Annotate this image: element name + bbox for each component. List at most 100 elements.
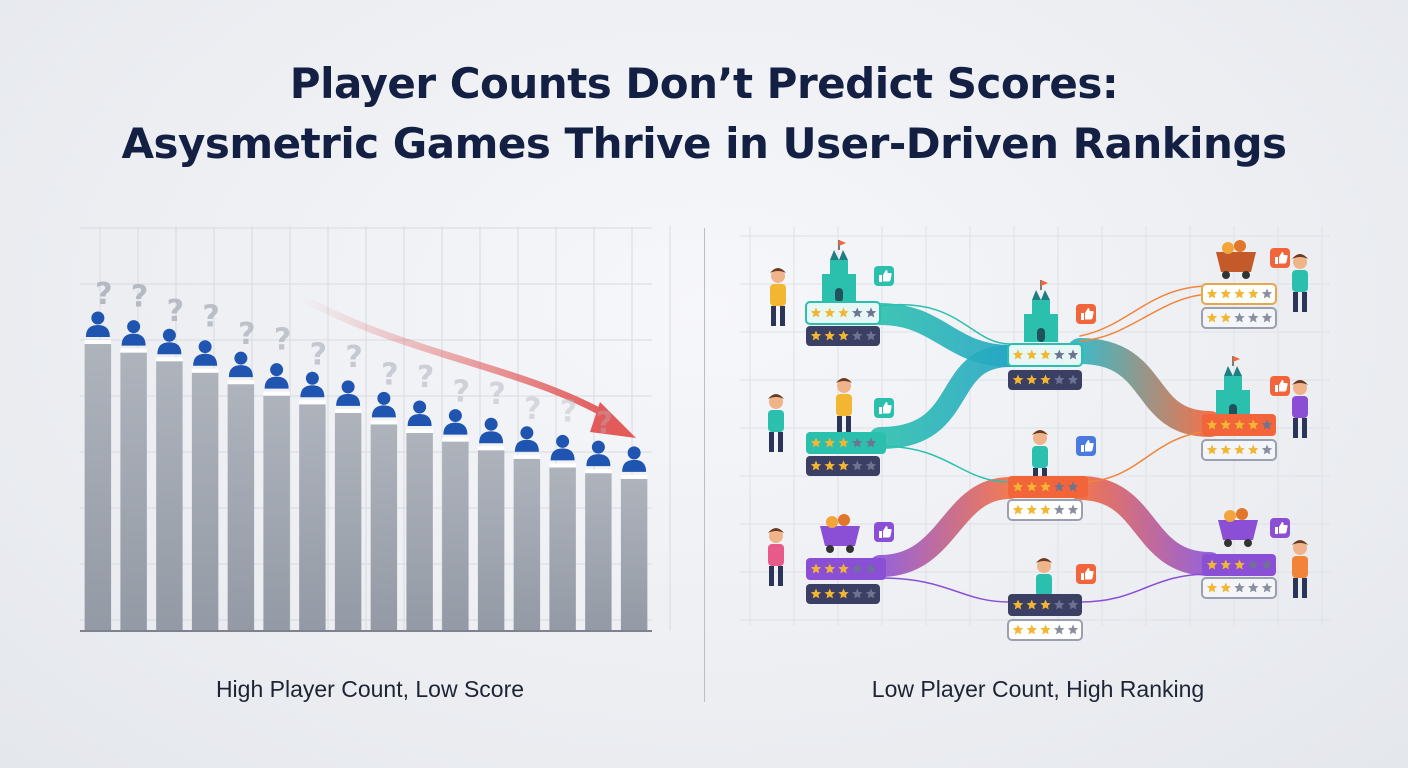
player-icon	[514, 426, 539, 452]
rating-card-right-low-light	[1201, 577, 1277, 599]
star-icon	[810, 437, 822, 448]
player-figure-left-2	[768, 394, 784, 452]
bar-cap	[442, 437, 469, 442]
thin-line-7	[1079, 573, 1211, 603]
rating-card-right-top-light	[1201, 307, 1277, 329]
star-icon	[824, 307, 835, 318]
star-icon	[838, 307, 849, 318]
star-icon	[1261, 444, 1273, 455]
bar	[120, 352, 147, 631]
thin-line-1	[879, 303, 1011, 345]
thin-line-2	[1079, 285, 1211, 337]
rating-card-center-low-light	[1007, 619, 1083, 641]
question-mark: ?	[167, 294, 184, 329]
question-mark: ?	[596, 406, 613, 441]
ranking-flow-diagram	[740, 226, 1330, 641]
star-icon	[852, 307, 863, 318]
star-icon	[865, 330, 877, 341]
bar	[442, 441, 469, 631]
bar-cap	[406, 428, 433, 433]
question-mark: ?	[131, 280, 148, 315]
rating-card-right-mid	[1202, 414, 1276, 436]
question-mark: ?	[310, 337, 327, 372]
star-icon	[1234, 419, 1245, 430]
rating-card-right-mid-light	[1201, 439, 1277, 461]
star-icon	[1220, 559, 1231, 570]
star-icon	[1206, 312, 1218, 323]
question-mark: ?	[274, 323, 291, 358]
star-icon	[1012, 504, 1024, 515]
rating-card-center-top	[1007, 343, 1083, 367]
question-mark: ?	[95, 277, 112, 312]
star-icon	[1026, 599, 1037, 610]
star-icon	[1067, 624, 1079, 635]
star-icon	[852, 330, 863, 341]
star-icon	[852, 437, 863, 448]
bar	[84, 344, 112, 631]
star-icon	[1206, 419, 1218, 430]
ribbon-mid-teal	[869, 345, 1021, 449]
thumbs-up-icon	[874, 522, 894, 542]
thumbs-up-icon	[1270, 248, 1290, 268]
thumbs-up-icon	[1076, 564, 1096, 584]
star-icon	[1067, 599, 1079, 610]
ribbon-purple-orange	[869, 477, 1021, 577]
player-icon	[193, 340, 218, 366]
thumbs-up-icon	[1076, 436, 1096, 456]
rating-card-teal-mid	[806, 432, 886, 454]
rating-card-center-top-dark	[1008, 370, 1082, 390]
player-icon	[85, 311, 110, 337]
bar-cap	[620, 474, 648, 479]
star-icon	[1206, 582, 1218, 593]
thumbs-up-icon	[874, 266, 894, 286]
star-icon	[810, 460, 822, 471]
castle-icon-left	[822, 240, 856, 302]
star-icon	[1248, 559, 1259, 570]
bar	[227, 384, 255, 631]
player-icon	[300, 371, 325, 398]
player-figure-right-1	[1292, 254, 1308, 312]
ribbon-purple-lower	[1068, 476, 1222, 576]
player-figure-left-1	[770, 268, 786, 326]
castle-icon-center	[1024, 280, 1058, 342]
star-icon	[1234, 312, 1245, 323]
star-icon	[1054, 504, 1065, 515]
player-icon	[264, 363, 289, 389]
star-icon	[838, 588, 849, 599]
star-icon	[1248, 444, 1259, 455]
star-icon	[824, 588, 835, 599]
bar	[334, 412, 362, 631]
player-icon	[371, 391, 396, 418]
thin-line-3	[1079, 293, 1211, 342]
star-icon	[1234, 288, 1245, 299]
thin-line-4	[879, 445, 1011, 483]
star-icon	[1261, 559, 1273, 570]
player-icon	[336, 380, 361, 406]
bar	[156, 361, 183, 631]
bar	[620, 478, 648, 631]
star-icon	[1040, 481, 1051, 492]
star-icon	[838, 460, 849, 471]
bar	[299, 404, 326, 631]
star-icon	[852, 460, 863, 471]
star-icon	[1067, 504, 1079, 515]
rating-card-dark-mid	[806, 456, 880, 476]
star-icon	[1054, 599, 1065, 610]
bar	[585, 473, 612, 631]
player-icons	[85, 311, 647, 472]
panel-divider	[704, 228, 705, 702]
star-icon	[1040, 349, 1051, 360]
thin-line-5	[1079, 430, 1211, 483]
right-caption: Low Player Count, High Ranking	[871, 676, 1205, 702]
star-icon	[824, 437, 835, 448]
question-mark: ?	[488, 377, 505, 412]
star-icon	[1067, 481, 1079, 492]
rating-card-right-top	[1201, 283, 1277, 305]
mine-cart-icon	[820, 514, 860, 553]
bar-cap	[191, 368, 219, 373]
ribbon-orange-upper	[1067, 338, 1223, 437]
star-icon	[1026, 481, 1037, 492]
star-icon	[1067, 349, 1079, 360]
player-figure-left-3	[768, 528, 784, 586]
thumbs-up-icon	[874, 398, 894, 418]
